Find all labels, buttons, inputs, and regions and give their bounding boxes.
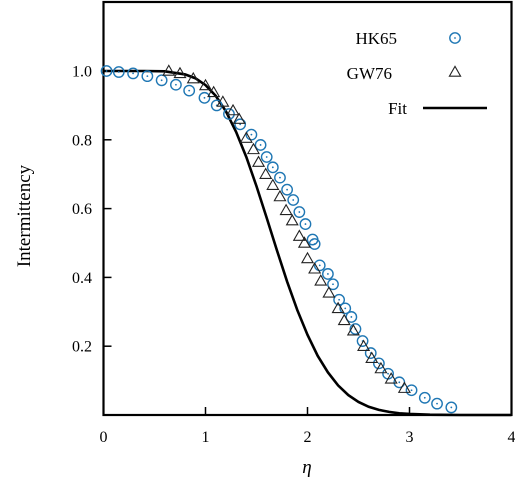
hk65-point <box>266 161 279 174</box>
y-axis-ticks: 0.2 0.4 0.6 0.8 1.0 <box>72 64 112 356</box>
hk65-point <box>170 78 182 91</box>
data-series-layer <box>100 64 512 417</box>
x-tick-label: 3 <box>406 429 414 446</box>
gw76-point <box>331 301 345 314</box>
gw76-point <box>314 274 328 286</box>
gw76-point <box>397 381 411 393</box>
x-tick-label: 0 <box>100 429 108 446</box>
gw76-point <box>162 64 176 76</box>
gw76-point <box>337 313 351 326</box>
hk65-point <box>293 206 306 218</box>
hk65-point <box>431 397 443 410</box>
legend-marker-gw76 <box>448 65 462 77</box>
hk65-point <box>141 70 154 83</box>
gw76-point <box>239 131 253 143</box>
series-gw76 <box>162 64 411 393</box>
series-hk65 <box>100 65 458 414</box>
hk65-point <box>127 67 139 80</box>
hk65-point <box>299 218 312 230</box>
hk65-point <box>281 183 293 196</box>
gw76-point <box>232 112 246 124</box>
hk65-point <box>339 302 352 315</box>
gw76-point <box>273 189 287 202</box>
hk65-point <box>321 268 334 280</box>
legend-label-hk65: HK65 <box>355 29 397 48</box>
x-axis-title: η <box>302 457 311 478</box>
legend-marker-hk65 <box>449 32 461 44</box>
hk65-point <box>112 66 125 78</box>
hk65-point <box>100 65 113 77</box>
gw76-point <box>186 71 200 84</box>
gw76-point <box>279 203 293 216</box>
x-tick-label: 1 <box>202 429 210 446</box>
gw76-point <box>173 66 187 79</box>
gw76-point <box>226 103 240 116</box>
y-tick-label: 0.2 <box>72 339 92 356</box>
hk65-point <box>345 311 358 323</box>
hk65-point <box>308 238 321 250</box>
legend-label-fit: Fit <box>388 99 407 118</box>
hk65-point <box>418 391 431 404</box>
gw76-point <box>216 95 230 107</box>
hk65-point <box>274 171 286 184</box>
hk65-point <box>254 139 267 151</box>
x-tick-label: 4 <box>508 429 515 446</box>
gw76-point <box>297 236 311 248</box>
gw76-point <box>246 142 260 155</box>
hk65-point <box>372 357 385 370</box>
hk65-point <box>327 278 339 291</box>
y-tick-label: 1.0 <box>72 64 92 81</box>
legend: HK65 GW76 Fit <box>347 29 487 118</box>
gw76-point <box>384 372 398 384</box>
gw76-point <box>374 361 388 374</box>
gw76-point <box>308 262 322 274</box>
y-tick-label: 0.4 <box>72 270 92 287</box>
fit-curve <box>103 69 512 417</box>
hk65-point <box>183 84 196 97</box>
hk65-point <box>245 128 258 141</box>
x-tick-label: 2 <box>304 429 312 446</box>
hk65-point <box>405 384 418 397</box>
hk65-point <box>287 194 300 206</box>
y-tick-label: 0.8 <box>72 132 92 149</box>
y-tick-label: 0.6 <box>72 201 92 218</box>
hk65-point <box>313 259 326 272</box>
hk65-point <box>445 401 458 414</box>
gw76-point <box>322 286 336 298</box>
gw76-point <box>251 155 266 167</box>
gw76-point <box>266 178 280 190</box>
hk65-point <box>198 91 211 104</box>
gw76-point <box>292 229 306 241</box>
gw76-point <box>285 213 299 226</box>
gw76-point <box>365 351 379 363</box>
legend-label-gw76: GW76 <box>347 64 392 83</box>
gw76-point <box>207 85 221 98</box>
hk65-point <box>260 151 273 163</box>
hk65-point <box>155 74 168 87</box>
gw76-point <box>300 251 315 264</box>
plot-frame <box>102 0 513 417</box>
gw76-point <box>259 167 273 179</box>
gw76-point <box>357 339 371 351</box>
y-axis-title: Intermittency <box>14 164 35 267</box>
gw76-point <box>198 78 213 91</box>
gw76-point <box>346 324 360 336</box>
